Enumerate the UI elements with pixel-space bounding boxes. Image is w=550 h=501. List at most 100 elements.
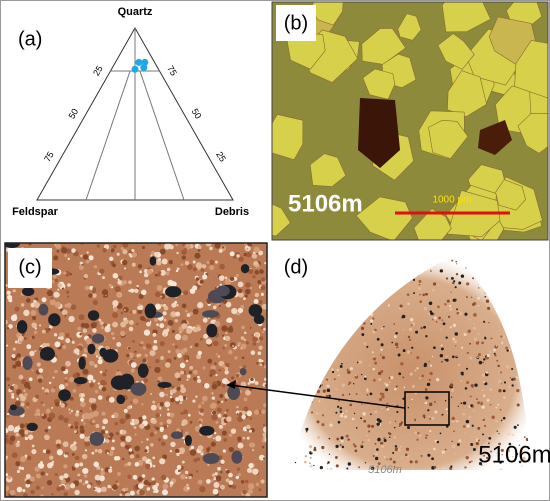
grain [36,362,41,367]
grain [371,424,375,428]
grain [243,338,246,341]
grain [428,276,430,278]
grain [64,376,68,380]
grain [82,467,89,475]
grain [215,353,218,356]
grain [349,403,353,407]
grain [80,409,83,413]
grain [86,484,91,489]
grain [108,283,113,288]
grain [370,413,372,415]
grain [76,410,79,414]
grain [391,341,394,344]
grain [200,268,205,272]
grain [159,269,166,276]
grain [503,420,505,423]
grain [216,407,222,413]
grain [49,462,54,467]
grain [181,460,185,464]
grain [466,381,470,384]
dark-grain [199,425,215,436]
grain [57,283,62,288]
grain [254,270,260,275]
grain [186,378,189,381]
grain [70,397,74,401]
grain [505,427,510,432]
apex-label: Feldspar [12,206,59,218]
grain [176,386,181,391]
grain [513,425,517,429]
grain [212,305,217,310]
grain [496,430,499,433]
grain [397,13,422,41]
grain [181,303,187,309]
grain [41,387,45,390]
grain [150,254,153,257]
grain [259,269,264,274]
grain [495,179,526,211]
grain [114,421,118,426]
grain [222,246,225,249]
grain [187,487,190,490]
grain [241,410,246,416]
grain [431,457,434,461]
grain [93,487,96,491]
grain [209,265,215,271]
grain [249,286,253,290]
grain [73,348,80,354]
grain [98,318,102,322]
grain [394,445,398,448]
grain [34,412,39,417]
grain [229,251,235,257]
grain [401,456,404,459]
grain [419,293,421,296]
grain [112,244,117,249]
grain [193,377,196,381]
grain [85,337,93,345]
grain [263,327,266,331]
dark-grain [22,356,33,371]
grain [493,348,496,352]
grain [157,273,161,277]
grain [495,420,498,423]
grain [247,489,253,495]
grain [214,472,218,476]
grain [130,401,133,404]
grain [181,293,184,296]
grain [428,402,433,407]
grain [416,438,419,441]
grain [143,329,151,336]
grain [262,331,265,334]
grain [149,432,155,437]
grain [472,303,475,306]
grain [94,350,101,356]
grain [252,448,255,452]
grain [126,353,130,358]
grain [59,475,64,481]
grain [219,484,226,490]
grain [464,387,468,390]
grain [517,112,548,154]
grain [442,322,446,326]
data-point [135,58,143,66]
grain [264,261,267,265]
grain [201,264,207,269]
grain [12,347,16,351]
grain [159,458,166,465]
grain [34,398,38,401]
grain [241,414,246,420]
grain [502,389,506,393]
dark-grain [87,310,100,321]
grain [418,434,422,438]
grain [58,332,65,339]
grain [117,293,121,297]
grain [107,323,111,328]
grain [435,321,438,323]
grain [127,474,132,479]
grain [433,465,437,469]
grain [68,315,75,323]
grain [30,302,36,308]
grain [99,268,105,274]
grain [38,368,44,373]
grain [363,342,367,345]
